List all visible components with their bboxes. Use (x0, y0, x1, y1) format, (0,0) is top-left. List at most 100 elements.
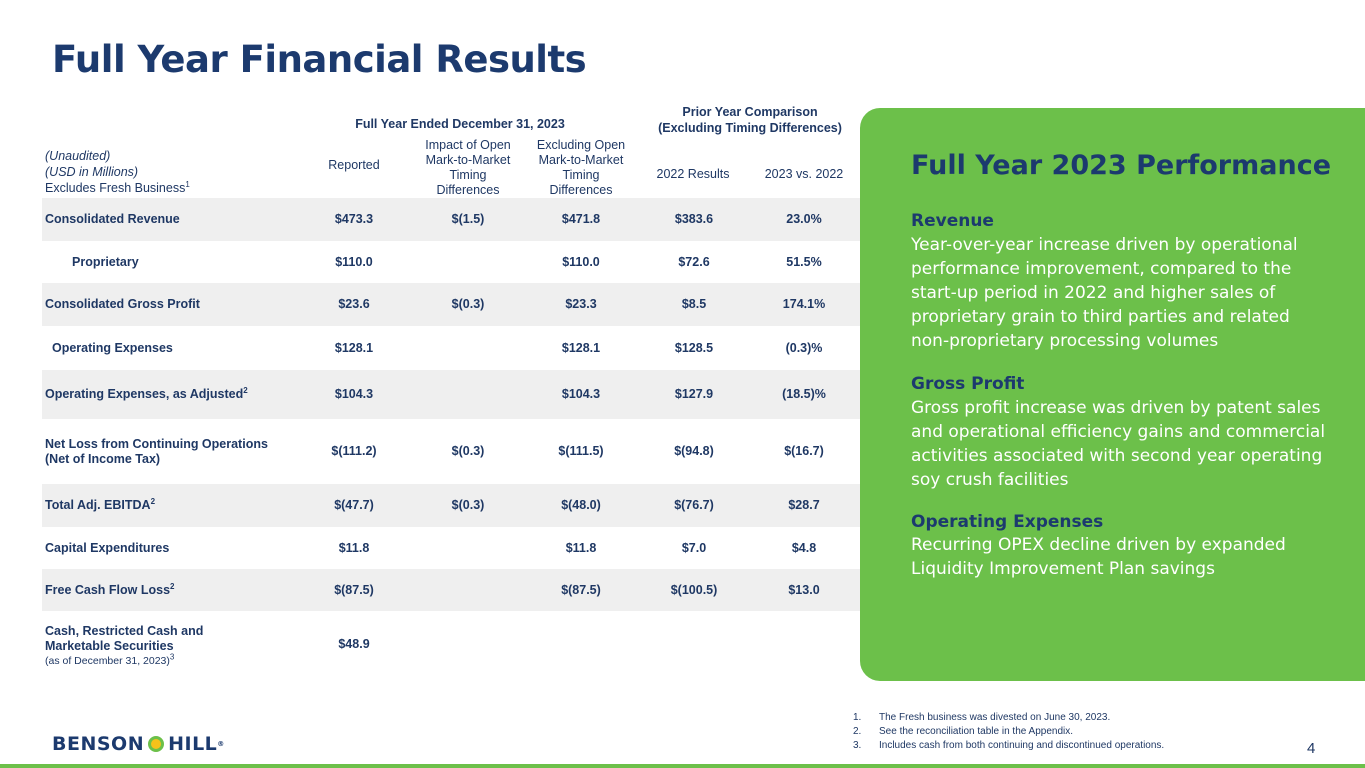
excludes-fresh-text: Excludes Fresh Business (45, 181, 186, 195)
table-row: Free Cash Flow Loss2 $(87.5) $(87.5) $(100.… (42, 569, 860, 611)
table-row: Operating Expenses, as Adjusted2 $104.3 $1… (42, 370, 860, 419)
cell-reported: $11.8 (338, 540, 370, 555)
section-head-gross-profit: Gross Profit (911, 374, 1025, 394)
cell-vs: (0.3)% (785, 340, 823, 355)
cell-prior: $(100.5) (670, 582, 718, 597)
cell-vs: 51.5% (786, 254, 822, 269)
footnote-num: 1. (853, 712, 862, 723)
cell-excluding: $128.1 (561, 340, 601, 355)
row-label: Consolidated Gross Profit (45, 297, 200, 311)
cell-prior: $(94.8) (674, 444, 714, 458)
table-row: Cash, Restricted Cash and Marketable Secu… (42, 611, 860, 681)
table-row: Operating Expenses $128.1 $128.1 $128.5 (0.3… (42, 326, 860, 370)
cell-excluding: $104.3 (561, 387, 601, 401)
cell-reported: $(47.7) (334, 498, 374, 512)
cell-excluding: $23.3 (565, 297, 597, 311)
cell-impact: $(0.3) (451, 444, 485, 458)
col-header-impact-l2: Mark-to-Market (425, 153, 511, 167)
cell-excluding: $(87.5) (561, 582, 601, 597)
col-header-excluding-l2: Mark-to-Market (538, 153, 624, 167)
table-left-header: (Unaudited) (USD in Millions) Excludes F… (45, 148, 190, 196)
cell-reported: $23.6 (338, 297, 370, 311)
col-header-impact-l4: Differences (436, 183, 500, 197)
col-header-excluding: Excluding Open Mark-to-Market Timing Dif… (525, 138, 637, 198)
logo-text-left: BENSON (52, 733, 145, 755)
cell-excluding: $110.0 (562, 254, 600, 269)
performance-panel (860, 108, 1365, 681)
cell-vs: 23.0% (786, 212, 822, 226)
col-header-impact: Impact of Open Mark-to-Market Timing Dif… (413, 138, 523, 198)
col-header-2022-results: 2022 Results (656, 167, 730, 181)
footnote-text: See the reconciliation table in the Appe… (879, 726, 1074, 737)
table-row: Total Adj. EBITDA2 $(47.7) $(0.3) $(48.0) $(… (42, 484, 860, 527)
cell-vs: (18.5)% (782, 387, 826, 401)
footnote-num: 3. (853, 740, 862, 751)
cell-excluding: $11.8 (565, 540, 597, 555)
cell-prior: $8.5 (681, 297, 707, 311)
unaudited-label: (Unaudited) (45, 149, 111, 163)
footnote-num: 2. (853, 726, 862, 737)
cell-vs: $4.8 (791, 540, 817, 555)
col-header-excluding-l4: Differences (549, 183, 613, 197)
panel-title: Full Year 2023 Performance (911, 150, 1332, 181)
group-header-prior-line2: (Excluding Timing Differences) (658, 121, 842, 135)
cell-excluding: $(48.0) (561, 498, 601, 512)
page-title: Full Year Financial Results (52, 38, 587, 81)
cell-reported: $128.1 (334, 340, 374, 355)
col-header-reported: Reported (328, 158, 380, 172)
col-header-excluding-l1: Excluding Open (536, 138, 626, 152)
col-header-excluding-l3: Timing (562, 168, 600, 182)
section-head-revenue: Revenue (911, 211, 994, 231)
cell-vs: $13.0 (788, 582, 820, 597)
row-label: Operating Expenses, as Adjusted2 (45, 385, 248, 401)
footnote-text: Includes cash from both continuing and d… (879, 740, 1165, 751)
row-label: Total Adj. EBITDA2 (45, 496, 156, 512)
cell-prior: $72.6 (678, 254, 710, 269)
row-label: Cash, Restricted Cash and Marketable Secu… (45, 623, 204, 667)
cell-prior: $127.9 (674, 387, 714, 401)
cell-reported: $(87.5) (334, 582, 374, 597)
footnote-ref: 1 (185, 179, 190, 189)
section-body-revenue: Year-over-year increase driven by operat… (911, 235, 1298, 351)
cell-reported: $473.3 (334, 212, 374, 226)
group-header-full-year: Full Year Ended December 31, 2023 (355, 117, 565, 131)
cell-impact: $(0.3) (451, 498, 485, 512)
table-row: Proprietary $110.0 $110.0 $72.6 51.5% (42, 241, 860, 283)
usd-label: (USD in Millions) (45, 165, 139, 179)
cell-impact: $(1.5) (451, 212, 485, 226)
cell-vs: 174.1% (782, 297, 826, 311)
row-label: Proprietary (72, 254, 139, 269)
cell-excluding: $471.8 (561, 212, 601, 226)
cell-prior: $(76.7) (674, 498, 714, 512)
logo-registered: ® (217, 740, 225, 748)
cell-prior: $7.0 (681, 540, 707, 555)
row-label: Net Loss from Continuing Operations (Net … (45, 436, 268, 466)
col-header-impact-l3: Timing (449, 168, 487, 182)
cell-reported: $110.0 (335, 254, 373, 269)
row-label: Consolidated Revenue (45, 212, 180, 226)
table-row: Consolidated Revenue $473.3 $(1.5) $471.8 $3… (42, 198, 860, 241)
row-label: Capital Expenditures (45, 540, 170, 555)
page-number: 4 (1307, 740, 1316, 757)
footnote-1: 1. The Fresh business was divested on Jun… (853, 712, 1110, 723)
group-header-prior-year: Prior Year Comparison (Excluding Timing … (640, 104, 860, 136)
section-head-operating-expenses: Operating Expenses (911, 512, 1104, 532)
cell-vs: $28.7 (788, 498, 820, 512)
row-label: Operating Expenses (52, 340, 173, 355)
table-row: Consolidated Gross Profit $23.6 $(0.3) $23.… (42, 283, 860, 326)
bottom-accent-line (0, 764, 1365, 768)
row-label: Free Cash Flow Loss2 (45, 581, 175, 597)
cell-reported: $48.9 (338, 637, 370, 651)
footnote-3: 3. Includes cash from both continuing and… (853, 740, 1164, 751)
col-header-impact-l1: Impact of Open (425, 138, 511, 152)
col-header-vs: 2023 vs. 2022 (764, 167, 844, 181)
table-row: Net Loss from Continuing Operations (Net … (42, 419, 860, 484)
cell-reported: $(111.2) (331, 444, 377, 458)
cell-vs: $(16.7) (784, 444, 824, 458)
section-body-gross-profit: Gross profit increase was driven by pate… (911, 398, 1326, 490)
benson-hill-logo: BENSON HILL ® (52, 733, 225, 755)
cell-prior: $383.6 (674, 212, 714, 226)
footnote-2: 2. See the reconciliation table in the Ap… (853, 726, 1073, 737)
cell-reported: $104.3 (334, 387, 374, 401)
table-row: Capital Expenditures $11.8 $11.8 $7.0 $4.8 (42, 527, 860, 569)
